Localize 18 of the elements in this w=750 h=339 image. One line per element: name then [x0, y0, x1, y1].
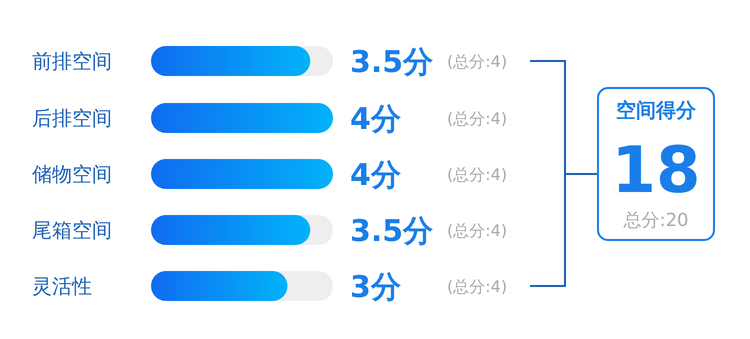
- y-tick-label: 后排空间: [32, 106, 112, 130]
- y-tick-label: 灵活性: [32, 274, 92, 298]
- y-tick-label: 尾箱空间: [32, 218, 112, 242]
- data-label: 3分: [350, 270, 401, 305]
- y-tick-label: 前排空间: [32, 49, 112, 73]
- text: (总分:4): [447, 165, 508, 184]
- data-label: 3.5分: [350, 45, 434, 80]
- text: (总分:4): [447, 277, 508, 296]
- data-label: 3.5分: [350, 214, 434, 249]
- text: (总分:4): [447, 52, 508, 71]
- text: (总分:4): [447, 221, 508, 240]
- text: 总分:20: [622, 210, 688, 231]
- data-label: 4分: [350, 158, 401, 193]
- y-tick-label: 储物空间: [32, 162, 112, 186]
- text: 18: [611, 134, 701, 208]
- text: (总分:4): [447, 109, 508, 128]
- text: 空间得分: [616, 98, 697, 122]
- data-label: 4分: [350, 102, 401, 137]
